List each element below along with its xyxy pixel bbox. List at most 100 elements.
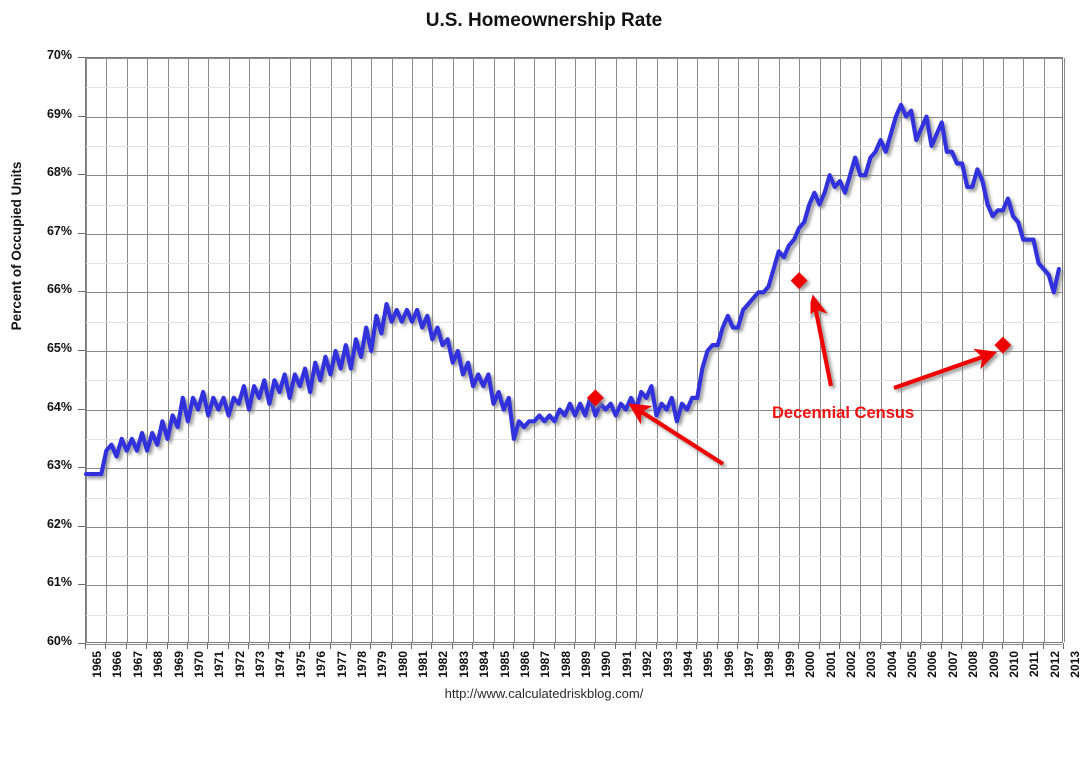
gridline-horizontal-minor xyxy=(86,87,1062,89)
gridline-vertical xyxy=(187,58,189,642)
x-axis-tick-label: 2006 xyxy=(925,651,940,678)
x-axis-tick-mark xyxy=(716,643,718,649)
gridline-horizontal-minor xyxy=(86,497,1062,499)
x-axis-tick-label: 1990 xyxy=(599,651,614,678)
gridline-horizontal-major xyxy=(86,644,1062,645)
gridline-vertical xyxy=(758,58,760,642)
x-axis-tick-label: 1984 xyxy=(477,651,492,678)
x-axis-tick-label: 1998 xyxy=(762,651,777,678)
y-axis-tick-label: 62% xyxy=(46,516,72,531)
x-axis-tick-mark xyxy=(757,643,759,649)
y-axis-tick-mark xyxy=(78,350,85,351)
gridline-vertical xyxy=(208,58,210,642)
x-axis-tick-mark xyxy=(737,643,738,649)
x-axis-tick-mark xyxy=(329,643,331,649)
x-axis-tick-mark xyxy=(166,643,168,649)
arrow-to-2010-census xyxy=(893,348,998,390)
x-axis-tick-mark xyxy=(655,643,657,649)
x-axis-tick-label: 1985 xyxy=(497,651,512,678)
x-axis-tick-label: 1979 xyxy=(375,651,390,678)
x-axis-tick-label: 2002 xyxy=(843,651,858,678)
x-axis-tick-label: 2004 xyxy=(884,651,899,678)
x-axis-tick-mark xyxy=(309,643,311,649)
x-axis-tick-label: 2000 xyxy=(803,651,818,678)
x-axis-tick-mark xyxy=(1022,643,1024,649)
y-axis-tick-mark xyxy=(78,525,85,527)
x-axis-tick-mark xyxy=(1001,643,1003,649)
gridline-vertical xyxy=(493,58,495,642)
x-axis-tick-label: 1993 xyxy=(660,651,675,678)
gridline-vertical xyxy=(1043,58,1045,642)
x-axis-tick-mark xyxy=(553,643,555,649)
x-axis-tick-label: 1999 xyxy=(782,651,797,678)
x-axis-tick-mark xyxy=(472,643,474,649)
gridline-vertical xyxy=(1023,58,1025,642)
gridline-vertical xyxy=(738,58,739,642)
x-axis-tick-label: 1996 xyxy=(721,651,736,678)
x-axis-tick-label: 1987 xyxy=(538,651,553,678)
x-axis-tick-mark xyxy=(186,643,188,649)
gridline-horizontal-major xyxy=(86,116,1062,118)
gridline-vertical xyxy=(452,58,454,642)
x-axis-tick-label: 1981 xyxy=(416,651,430,678)
y-axis-tick-mark xyxy=(78,467,85,469)
gridline-horizontal-minor xyxy=(86,145,1062,147)
y-axis-tick-mark xyxy=(78,57,85,58)
x-axis-tick-mark xyxy=(961,643,963,649)
x-axis-tick-label: 2012 xyxy=(1047,651,1062,678)
chart-root: U.S. Homeownership Rate Percent of Occup… xyxy=(9,10,1082,701)
gridline-vertical xyxy=(228,58,230,642)
x-axis-tick-mark xyxy=(85,643,86,649)
x-axis-tick-label: 1970 xyxy=(191,651,206,678)
x-axis-tick-label: 1997 xyxy=(742,651,756,678)
gridline-vertical xyxy=(901,58,902,642)
gridline-vertical xyxy=(595,58,597,642)
y-axis-tick-mark xyxy=(78,584,85,586)
y-axis-tick-label: 61% xyxy=(46,575,72,590)
y-axis-tick-mark xyxy=(78,408,85,410)
x-axis-tick-mark xyxy=(1042,643,1044,649)
census-marker-diamond-1990 xyxy=(586,389,604,407)
gridline-vertical xyxy=(473,58,475,642)
x-axis-tick-label: 1966 xyxy=(110,651,125,678)
y-axis-tick-label: 66% xyxy=(46,282,72,297)
x-axis-tick-mark xyxy=(533,643,535,649)
census-marker-layer xyxy=(586,272,1012,466)
x-axis-tick-mark xyxy=(370,643,372,649)
x-axis-tick-mark xyxy=(920,643,922,649)
gridline-vertical xyxy=(839,58,841,642)
arrow-to-2000-census xyxy=(806,294,834,387)
x-axis-tick-label: 2013 xyxy=(1068,651,1082,678)
gridline-vertical xyxy=(921,58,923,642)
gridline-vertical xyxy=(636,58,638,642)
gridline-vertical xyxy=(554,58,556,642)
gridline-vertical xyxy=(615,58,617,642)
x-axis-tick-label: 1967 xyxy=(130,651,145,678)
x-axis-tick-label: 1982 xyxy=(436,651,451,678)
series-line-homeownership-rate xyxy=(83,102,1062,477)
x-axis-tick-mark xyxy=(900,643,901,649)
chart-title: U.S. Homeownership Rate xyxy=(425,10,663,31)
x-axis-tick-label: 1980 xyxy=(395,651,410,678)
gridline-vertical xyxy=(350,58,352,642)
gridline-vertical xyxy=(513,58,515,642)
x-axis-tick-mark xyxy=(207,643,209,649)
x-axis-tick-mark xyxy=(288,643,290,649)
arrow-to-1990-census xyxy=(628,403,725,466)
x-axis-tick-mark xyxy=(798,643,800,649)
x-axis-tick-mark xyxy=(105,643,107,649)
x-axis-tick-mark xyxy=(859,643,861,649)
gridline-vertical xyxy=(819,58,821,642)
y-axis-tick-label: 68% xyxy=(46,165,72,180)
gridline-vertical xyxy=(289,58,291,642)
x-axis-tick-mark xyxy=(635,643,637,649)
gridline-horizontal-minor xyxy=(86,263,1062,265)
y-axis-tick-label: 67% xyxy=(46,223,72,238)
x-axis-tick-mark xyxy=(451,643,453,649)
census-marker-diamond-2010 xyxy=(994,336,1012,354)
x-axis-tick-mark xyxy=(879,643,881,649)
x-axis-tick-label: 1986 xyxy=(517,651,532,678)
gridline-vertical xyxy=(799,58,801,642)
gridline-horizontal-minor xyxy=(86,614,1062,616)
gridline-vertical xyxy=(962,58,964,642)
